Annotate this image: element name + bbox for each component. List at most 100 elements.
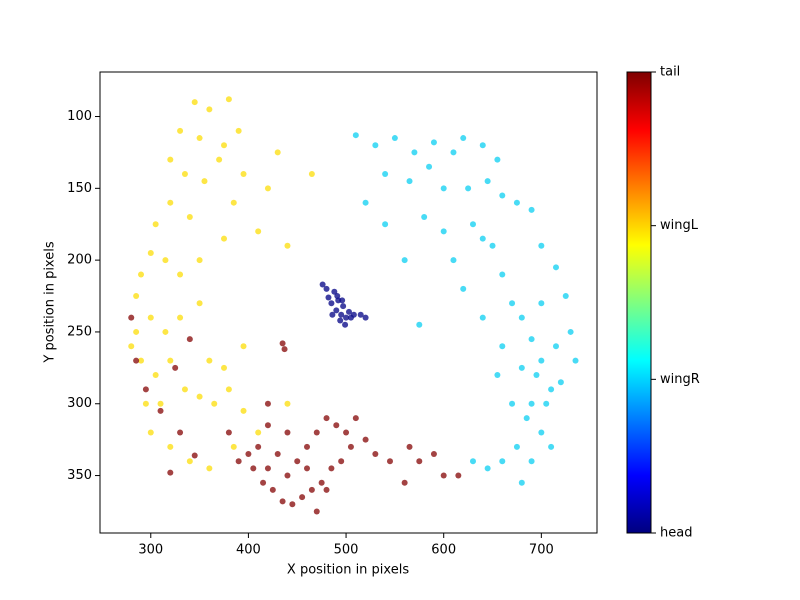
point — [469, 458, 476, 465]
plot-area — [100, 72, 597, 533]
y-tick-label: 200 — [67, 253, 92, 268]
point — [157, 407, 164, 414]
point — [147, 429, 154, 436]
point — [572, 357, 579, 364]
point — [281, 346, 288, 353]
point — [440, 228, 447, 235]
point — [523, 415, 530, 422]
y-tick-label: 350 — [67, 468, 92, 483]
point — [513, 199, 520, 206]
point — [196, 300, 203, 307]
point — [304, 443, 311, 450]
point — [489, 242, 496, 249]
point — [206, 465, 213, 472]
point — [308, 170, 315, 177]
colorbar-tick-label: head — [660, 526, 692, 541]
point — [552, 343, 559, 350]
point — [264, 400, 271, 407]
point — [533, 372, 540, 379]
point — [513, 443, 520, 450]
point — [221, 235, 228, 242]
point — [147, 249, 154, 256]
x-tick-label: 600 — [431, 543, 456, 558]
point — [225, 429, 232, 436]
point — [304, 465, 311, 472]
point — [338, 311, 345, 318]
point — [338, 458, 345, 465]
point — [221, 142, 228, 149]
point — [167, 357, 174, 364]
point — [308, 486, 315, 493]
point — [416, 458, 423, 465]
point — [274, 451, 281, 458]
point — [382, 170, 389, 177]
point — [426, 163, 433, 170]
point — [333, 422, 340, 429]
point — [225, 96, 232, 103]
point — [142, 400, 149, 407]
point — [167, 156, 174, 163]
point — [469, 221, 476, 228]
point — [479, 314, 486, 321]
point — [562, 293, 569, 300]
point — [362, 436, 369, 443]
colorbar — [626, 71, 652, 534]
point — [172, 364, 179, 371]
point — [337, 317, 344, 324]
point — [274, 149, 281, 156]
point — [391, 135, 398, 142]
point — [345, 308, 352, 315]
point — [460, 135, 467, 142]
y-tick-label: 250 — [67, 324, 92, 339]
point — [450, 257, 457, 264]
point — [450, 149, 457, 156]
point — [142, 386, 149, 393]
point — [509, 400, 516, 407]
points — [128, 96, 579, 515]
point — [211, 400, 218, 407]
point — [416, 321, 423, 328]
y-tick-label: 150 — [67, 181, 92, 196]
x-tick-label: 400 — [236, 543, 261, 558]
point — [284, 400, 291, 407]
point — [567, 328, 574, 335]
point — [147, 314, 154, 321]
point — [440, 472, 447, 479]
point — [479, 142, 486, 149]
point — [255, 429, 262, 436]
point — [323, 415, 330, 422]
point — [138, 357, 145, 364]
point — [484, 178, 491, 185]
point — [347, 443, 354, 450]
point — [509, 300, 516, 307]
point — [133, 328, 140, 335]
point — [128, 343, 135, 350]
point — [401, 479, 408, 486]
point — [191, 452, 198, 459]
point — [421, 214, 428, 221]
point — [177, 429, 184, 436]
point — [167, 469, 174, 476]
point — [543, 400, 550, 407]
x-axis-label: X position in pixels — [287, 563, 409, 578]
point — [279, 340, 286, 347]
point — [538, 357, 545, 364]
point — [240, 407, 247, 414]
point — [528, 206, 535, 213]
point — [352, 132, 359, 139]
point — [328, 465, 335, 472]
point — [230, 443, 237, 450]
point — [216, 156, 223, 163]
x-tick-label: 300 — [138, 543, 163, 558]
point — [494, 156, 501, 163]
point — [196, 135, 203, 142]
point — [328, 300, 335, 307]
point — [333, 307, 340, 314]
point — [334, 293, 341, 300]
point — [186, 458, 193, 465]
point — [294, 458, 301, 465]
point — [331, 288, 338, 295]
point — [152, 221, 159, 228]
point — [455, 472, 462, 479]
point — [352, 415, 359, 422]
